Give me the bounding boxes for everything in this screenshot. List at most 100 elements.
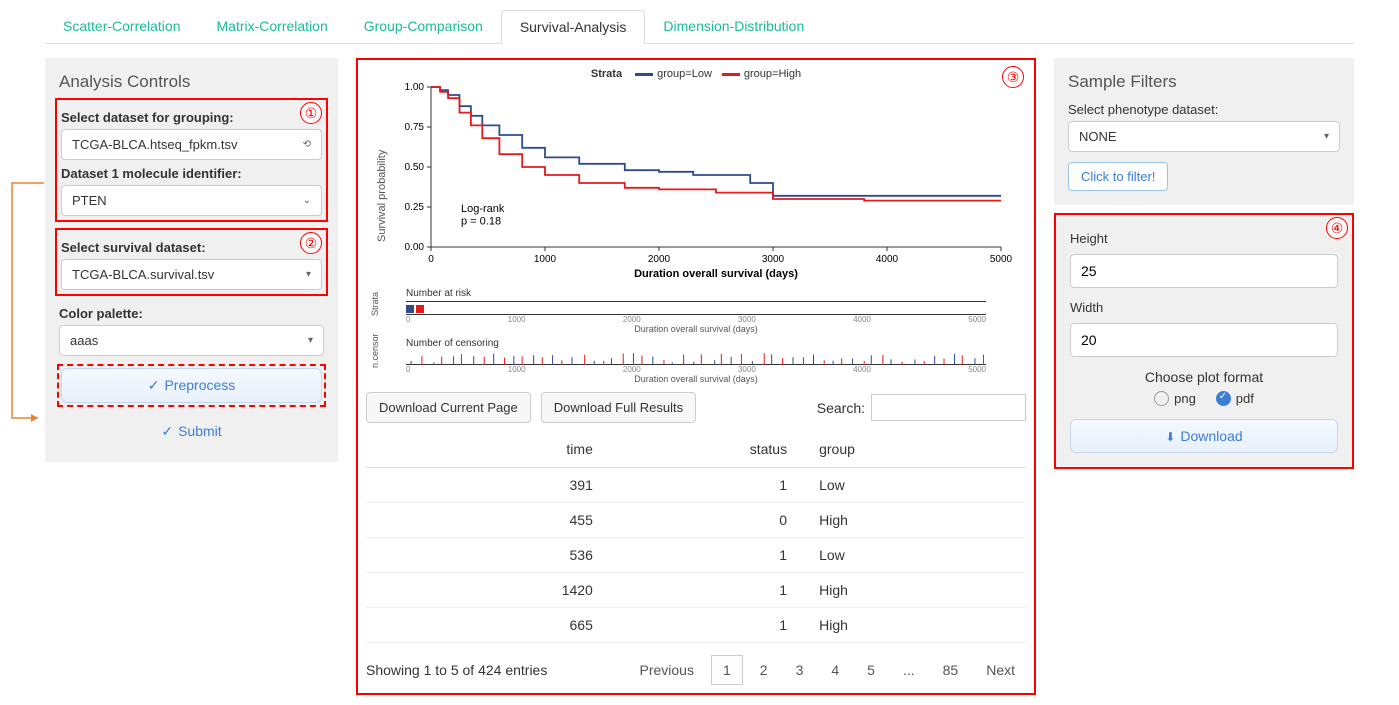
caret-down-icon: ▾ [1324, 131, 1329, 142]
svg-text:0.00: 0.00 [405, 242, 425, 253]
molecule-select[interactable]: PTEN ⌄ [61, 185, 322, 216]
svg-text:5000: 5000 [990, 254, 1013, 265]
callout-box-4: ④ Height Width Choose plot format png pd… [1054, 213, 1354, 469]
filters-title: Sample Filters [1068, 72, 1340, 92]
palette-label: Color palette: [59, 306, 324, 321]
table-row: 14201High [366, 573, 1026, 608]
pager-page[interactable]: 1 [711, 655, 743, 685]
dataset-select[interactable]: TCGA-BLCA.htseq_fpkm.tsv ⟲ [61, 129, 322, 160]
col-group[interactable]: group [803, 431, 993, 468]
col-status[interactable]: status [609, 431, 803, 468]
main-results-box: ③ Strata group=Lowgroup=High Survival pr… [356, 58, 1036, 695]
table-row: 6651High [366, 608, 1026, 643]
callout-box-2: ② Select survival dataset: TCGA-BLCA.sur… [55, 228, 328, 296]
svg-text:3000: 3000 [762, 254, 785, 265]
callout-box-1: ① Select dataset for grouping: TCGA-BLCA… [55, 98, 328, 222]
annotation-arrow [6, 173, 46, 433]
molecule-value: PTEN [72, 193, 107, 208]
tab-matrix-correlation[interactable]: Matrix-Correlation [199, 10, 346, 43]
caret-down-icon: ▾ [308, 335, 313, 346]
controls-title: Analysis Controls [59, 72, 324, 92]
sample-filters-panel: Sample Filters Select phenotype dataset:… [1054, 58, 1354, 205]
table-row: 3911Low [366, 468, 1026, 503]
search-label: Search: [817, 400, 865, 416]
svg-text:1000: 1000 [534, 254, 557, 265]
pager-prev[interactable]: Previous [629, 656, 705, 684]
search-input[interactable] [871, 394, 1026, 421]
sub-xlabel-1: Duration overall survival (days) [366, 324, 1026, 334]
molecule-label: Dataset 1 molecule identifier: [61, 166, 322, 181]
download-full-button[interactable]: Download Full Results [541, 392, 696, 423]
censor-table: n.censor Number of censoring 01000200030… [366, 338, 1026, 384]
svg-text:0.75: 0.75 [405, 122, 425, 133]
pager-page[interactable]: ... [892, 656, 926, 684]
strata-axis-label: Strata [370, 292, 380, 316]
tab-scatter-correlation[interactable]: Scatter-Correlation [45, 10, 199, 43]
format-png-radio[interactable]: png [1154, 391, 1196, 406]
refresh-icon: ⟲ [303, 139, 311, 150]
tab-dimension-distribution[interactable]: Dimension-Distribution [645, 10, 822, 43]
chart-legend: Strata group=Lowgroup=High [366, 68, 1026, 80]
censor-title: Number of censoring [406, 338, 1026, 349]
km-plot: Survival probability 0.00 0.25 0.50 0.75 1.0… [366, 82, 1026, 282]
download-icon [1165, 428, 1180, 444]
svg-text:2000: 2000 [648, 254, 671, 265]
preprocess-button[interactable]: Preprocess [61, 368, 322, 403]
preprocess-highlight: Preprocess [57, 364, 326, 407]
table-info: Showing 1 to 5 of 424 entries [366, 662, 547, 678]
svg-text:0: 0 [428, 254, 434, 265]
chevron-down-icon: ⌄ [303, 195, 311, 206]
filter-button[interactable]: Click to filter! [1068, 162, 1168, 191]
callout-1: ① [300, 102, 322, 124]
submit-button[interactable]: Submit [59, 415, 324, 448]
check-icon [161, 423, 178, 439]
risk-table: Strata Number at risk 010002000300040005… [366, 288, 1026, 334]
phenotype-label: Select phenotype dataset: [1068, 102, 1340, 117]
y-axis-label: Survival probability [376, 150, 388, 242]
table-row: 5361Low [366, 538, 1026, 573]
survival-select[interactable]: TCGA-BLCA.survival.tsv ▾ [61, 259, 322, 290]
format-pdf-radio[interactable]: pdf [1216, 391, 1254, 406]
pagination: Previous12345...85Next [629, 655, 1027, 685]
pager-next[interactable]: Next [975, 656, 1026, 684]
dataset-label: Select dataset for grouping: [61, 110, 322, 125]
svg-text:Log-rank: Log-rank [461, 203, 505, 215]
svg-text:Duration overall survival (day: Duration overall survival (days) [634, 268, 798, 280]
download-page-button[interactable]: Download Current Page [366, 392, 531, 423]
sub-xlabel-2: Duration overall survival (days) [366, 374, 1026, 384]
phenotype-select[interactable]: NONE ▾ [1068, 121, 1340, 152]
svg-text:0.50: 0.50 [405, 162, 425, 173]
width-label: Width [1070, 300, 1338, 315]
width-input[interactable] [1070, 323, 1338, 357]
download-button[interactable]: Download [1070, 419, 1338, 453]
survival-label: Select survival dataset: [61, 240, 322, 255]
survival-value: TCGA-BLCA.survival.tsv [72, 267, 214, 282]
dataset-value: TCGA-BLCA.htseq_fpkm.tsv [72, 137, 237, 152]
check-icon [148, 377, 165, 393]
palette-select[interactable]: aaas ▾ [59, 325, 324, 356]
caret-down-icon: ▾ [306, 269, 311, 280]
pager-page[interactable]: 4 [820, 656, 850, 684]
palette-value: aaas [70, 333, 98, 348]
svg-text:1.00: 1.00 [405, 82, 425, 93]
callout-2: ② [300, 232, 322, 254]
tab-survival-analysis[interactable]: Survival-Analysis [501, 10, 646, 44]
callout-4: ④ [1326, 217, 1348, 239]
col-time[interactable]: time [432, 431, 609, 468]
height-label: Height [1070, 231, 1338, 246]
format-label: Choose plot format [1070, 369, 1338, 385]
height-input[interactable] [1070, 254, 1338, 288]
censor-axis-label: n.censor [370, 333, 380, 368]
pager-page[interactable]: 2 [749, 656, 779, 684]
svg-text:4000: 4000 [876, 254, 899, 265]
risk-title: Number at risk [406, 288, 1026, 299]
pager-page[interactable]: 5 [856, 656, 886, 684]
pager-page[interactable]: 3 [785, 656, 815, 684]
analysis-controls-panel: Analysis Controls ① Select dataset for g… [45, 58, 338, 462]
svg-text:p = 0.18: p = 0.18 [461, 216, 501, 228]
svg-text:0.25: 0.25 [405, 202, 425, 213]
table-row: 4550High [366, 503, 1026, 538]
tab-group-comparison[interactable]: Group-Comparison [346, 10, 501, 43]
pager-page[interactable]: 85 [932, 656, 970, 684]
results-table: timestatusgroup 3911Low4550High5361Low14… [366, 431, 1026, 643]
